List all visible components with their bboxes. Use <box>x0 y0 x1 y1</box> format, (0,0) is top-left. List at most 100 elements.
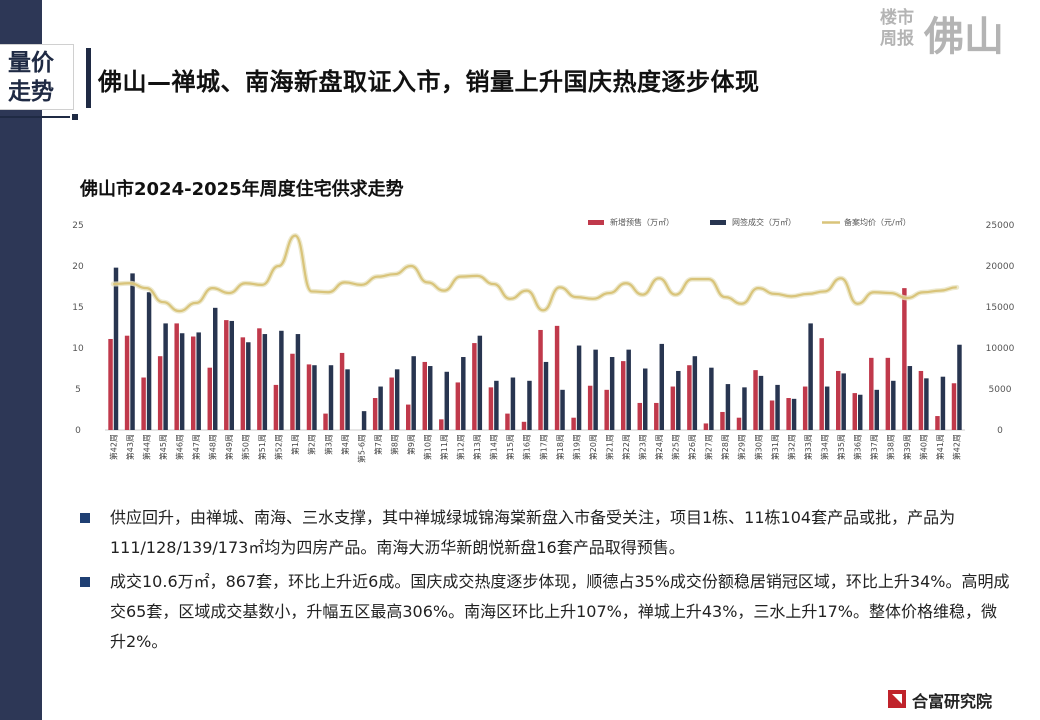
bar-new-presale <box>703 423 709 430</box>
bar-online-transaction <box>940 376 946 430</box>
bar-online-transaction <box>891 380 896 430</box>
bar-new-presale <box>240 337 246 430</box>
brand-mark-icon <box>888 690 906 708</box>
bar-new-presale <box>786 398 791 430</box>
bar-online-transaction <box>494 380 499 430</box>
bar-online-transaction <box>394 369 400 430</box>
bar-new-presale <box>935 416 940 430</box>
x-axis-tick-label: 第1周 <box>290 434 300 455</box>
tag-underline-dot <box>72 114 78 120</box>
bar-online-transaction <box>312 365 317 430</box>
right-axis-tick-label: 10000 <box>986 344 1015 354</box>
bar-online-transaction <box>179 333 185 430</box>
x-axis-tick-label: 第43周 <box>125 434 135 460</box>
bar-new-presale <box>224 320 229 430</box>
bar-new-presale <box>521 421 527 430</box>
bar-new-presale <box>654 402 659 430</box>
bar-online-transaction <box>130 273 135 430</box>
legend-swatch-online-transaction <box>710 220 726 225</box>
bar-online-transaction <box>659 343 665 430</box>
x-axis-tick-label: 第47周 <box>191 434 201 460</box>
x-axis-tick-label: 第52周 <box>274 434 284 460</box>
bar-new-presale <box>587 385 593 430</box>
bar-new-presale <box>422 361 427 430</box>
bar-online-transaction <box>229 320 235 430</box>
bar-new-presale <box>455 382 461 430</box>
bar-new-presale <box>389 377 394 430</box>
x-axis-tick-label: 第14周 <box>489 434 499 460</box>
x-axis-tick-label: 第26周 <box>687 434 697 460</box>
bar-online-transaction <box>609 357 615 430</box>
bar-new-presale <box>554 325 560 430</box>
bar-new-presale <box>852 393 857 430</box>
right-axis-tick-label: 20000 <box>986 262 1015 272</box>
bar-new-presale <box>902 288 907 430</box>
bar-online-transaction <box>593 349 598 430</box>
bullet-item-supply: 供应回升，由禅城、南海、三水支撑，其中禅城绿城锦海棠新盘入市备受关注，项目1栋、… <box>80 503 1010 563</box>
x-axis-tick-label: 第31周 <box>770 434 780 460</box>
x-axis-tick-label: 第32周 <box>786 434 796 460</box>
bar-online-transaction <box>163 323 168 430</box>
bar-online-transaction <box>924 378 929 430</box>
bar-online-transaction <box>328 365 334 430</box>
x-axis-tick-label: 第22周 <box>621 434 631 460</box>
bar-online-transaction <box>676 370 681 430</box>
left-axis-tick-label: 25 <box>72 221 83 231</box>
bar-online-transaction <box>411 356 416 430</box>
bar-new-presale <box>372 398 378 430</box>
x-axis-tick-label: 第21周 <box>604 434 614 460</box>
x-axis-tick-label: 第8周 <box>389 434 399 455</box>
bar-new-presale <box>620 361 626 430</box>
page-title: 佛山—禅城、南海新盘取证入市，销量上升国庆热度逐步体现 <box>98 68 760 96</box>
x-axis-tick-label: 第17周 <box>538 434 548 460</box>
x-axis-tick-label: 第30周 <box>753 434 763 460</box>
bar-online-transaction <box>808 323 813 430</box>
x-axis-tick-label: 第46周 <box>174 434 184 460</box>
x-axis-tick-label: 第13周 <box>472 434 482 460</box>
x-axis-tick-label: 第28周 <box>720 434 730 460</box>
right-axis-tick-label: 25000 <box>986 221 1015 231</box>
bar-online-transaction <box>775 384 780 430</box>
bar-online-transaction <box>113 267 119 430</box>
x-axis-tick-label: 第36周 <box>853 434 863 460</box>
bar-online-transaction <box>874 389 880 430</box>
x-axis-tick-label: 第50周 <box>241 434 251 460</box>
bar-online-transaction <box>378 386 383 430</box>
x-axis-tick-label: 第4周 <box>340 434 350 455</box>
bar-new-presale <box>951 383 957 430</box>
x-axis-tick-label: 第2周 <box>307 434 317 455</box>
section-tag-label: 量价走势 <box>8 50 54 105</box>
x-axis-tick-label: 第34周 <box>819 434 829 460</box>
bar-online-transaction <box>907 366 913 430</box>
x-axis-tick-label: 第42周 <box>108 434 118 460</box>
bar-online-transaction <box>692 356 698 430</box>
x-axis-tick-label: 第24周 <box>654 434 664 460</box>
x-axis-tick-label: 第5-6周 <box>356 434 366 463</box>
bar-online-transaction <box>527 380 532 430</box>
bar-new-presale <box>802 386 808 430</box>
bar-new-presale <box>306 364 312 430</box>
supply-demand-chart: 05101520250500010000150002000025000第42周第… <box>72 217 1015 463</box>
x-axis-tick-label: 第29周 <box>737 434 747 460</box>
x-axis-tick-label: 第18周 <box>555 434 565 460</box>
bar-new-presale <box>869 357 874 430</box>
x-axis-tick-label: 第41周 <box>935 434 945 460</box>
bar-new-presale <box>339 352 345 430</box>
bar-new-presale <box>637 402 642 430</box>
bullet-square-icon <box>80 513 90 523</box>
x-axis-tick-label: 第48周 <box>208 434 218 460</box>
bar-new-presale <box>290 353 295 430</box>
bar-new-presale <box>687 365 692 430</box>
bar-online-transaction <box>213 307 218 430</box>
bar-new-presale <box>753 370 758 430</box>
x-axis-tick-label: 第20周 <box>588 434 598 460</box>
bar-online-transaction <box>146 292 152 430</box>
bullet-text: 供应回升，由禅城、南海、三水支撑，其中禅城绿城锦海棠新盘入市备受关注，项目1栋、… <box>110 508 956 557</box>
price-line <box>113 234 957 313</box>
x-axis-tick-label: 第35周 <box>836 434 846 460</box>
left-accent-band <box>0 0 42 720</box>
footer-brand-text: 合富研究院 <box>912 692 993 711</box>
bar-new-presale <box>736 417 742 430</box>
bar-online-transaction <box>791 398 797 430</box>
bar-new-presale <box>108 338 113 430</box>
